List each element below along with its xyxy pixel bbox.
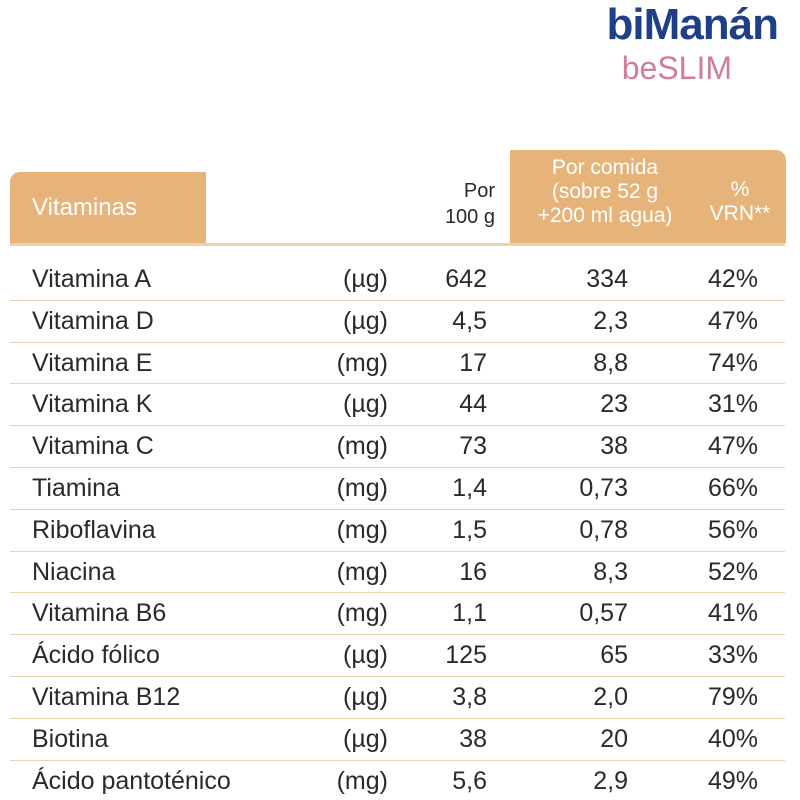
nutrient: Tiamina	[32, 474, 120, 502]
nutrient: Niacina	[32, 557, 116, 586]
header-line: +200 ml agua)	[537, 204, 673, 227]
per-100g: 1,5	[452, 515, 487, 544]
nutrient: Vitamina A	[32, 265, 152, 293]
per-100g: 642	[445, 265, 487, 293]
vrn: 79%	[707, 683, 758, 711]
vrn: 52%	[707, 557, 758, 586]
product-line: beSLIM	[621, 50, 732, 86]
per-meal: 2,9	[593, 766, 628, 795]
nutrient: Ácido fólico	[32, 641, 160, 670]
per-meal: 0,57	[579, 599, 628, 628]
per-meal: 20	[600, 724, 628, 753]
nutrient: Vitamina K	[32, 390, 153, 419]
unit: (µg)	[343, 683, 388, 711]
per-100g: 3,8	[452, 683, 487, 711]
row-rule	[10, 383, 785, 385]
row-rule	[10, 676, 785, 677]
vrn: 49%	[707, 766, 758, 795]
per-100g: 4,5	[452, 306, 487, 335]
unit: (mg)	[336, 474, 388, 502]
header-title: Vitaminas	[32, 194, 137, 221]
nutrient: Vitamina C	[32, 432, 154, 461]
header-line: VRN**	[709, 202, 771, 225]
per-100g: 44	[459, 390, 487, 419]
brand-name: biManán	[606, 0, 779, 49]
unit: (µg)	[343, 306, 388, 335]
vrn: 31%	[707, 390, 758, 419]
nutrient: Vitamina B6	[32, 599, 167, 628]
per-100g: 17	[459, 348, 487, 377]
nutrient: Biotina	[32, 724, 109, 753]
unit: (µg)	[343, 265, 388, 293]
row-rule	[10, 425, 785, 427]
header-vrn: % VRN**	[700, 178, 780, 226]
unit: (µg)	[343, 724, 388, 753]
unit: (mg)	[336, 348, 388, 377]
unit: (µg)	[343, 390, 388, 419]
header-rule	[10, 243, 785, 246]
row-rule	[10, 717, 785, 719]
unit: (mg)	[336, 432, 388, 461]
vrn: 40%	[707, 724, 758, 753]
header-box	[510, 150, 786, 243]
row-rule	[10, 759, 785, 761]
vrn: 33%	[707, 641, 758, 670]
vrn: 66%	[707, 474, 758, 502]
header-line: Por	[463, 180, 495, 202]
per-100g: 5,6	[452, 766, 487, 795]
header-line: 100 g	[444, 206, 495, 228]
per-100g: 73	[459, 432, 487, 461]
nutrient: Riboflavina	[32, 515, 156, 544]
per-meal: 2,0	[593, 683, 628, 711]
per-meal: 23	[600, 390, 628, 419]
unit: (mg)	[336, 515, 388, 544]
unit: (mg)	[336, 599, 388, 628]
row-rule	[10, 299, 785, 301]
nutrient: Ácido pantoténico	[32, 766, 231, 795]
per-100g: 1,4	[452, 474, 487, 502]
per-100g: 125	[445, 641, 487, 670]
header-box	[10, 172, 206, 243]
nutrient: Vitamina D	[32, 306, 154, 335]
header-line: %	[730, 178, 750, 201]
per-meal: 2,3	[593, 306, 628, 335]
per-meal: 65	[600, 641, 628, 670]
vrn: 47%	[707, 306, 758, 335]
per-meal: 8,3	[593, 557, 628, 586]
per-meal: 0,73	[579, 474, 628, 502]
header-line: (sobre 52 g	[551, 180, 659, 203]
per-100g: 1,1	[452, 599, 487, 628]
vrn: 74%	[707, 348, 758, 377]
row-rule	[10, 508, 785, 510]
per-meal: 334	[586, 265, 628, 293]
nutrient: Vitamina B12	[32, 683, 181, 711]
header-per-meal: Por comida (sobre 52 g +200 ml agua)	[510, 156, 700, 228]
unit: (mg)	[336, 766, 388, 795]
row-rule	[10, 467, 785, 468]
per-100g: 16	[459, 557, 487, 586]
vrn: 47%	[707, 432, 758, 461]
row-rule	[10, 634, 785, 636]
row-rule	[10, 550, 785, 552]
vrn: 41%	[707, 599, 758, 628]
unit: (µg)	[343, 641, 388, 670]
unit: (mg)	[336, 557, 388, 586]
nutrient: Vitamina E	[32, 348, 153, 377]
vrn: 56%	[707, 515, 758, 544]
header-line: Por comida	[551, 156, 659, 179]
header-per100: Por 100 g	[410, 178, 495, 230]
per-meal: 8,8	[593, 348, 628, 377]
per-meal: 0,78	[579, 515, 628, 544]
per-100g: 38	[459, 724, 487, 753]
row-rule	[10, 341, 785, 343]
vrn: 42%	[707, 265, 758, 293]
per-meal: 38	[600, 432, 628, 461]
row-rule	[10, 592, 785, 594]
